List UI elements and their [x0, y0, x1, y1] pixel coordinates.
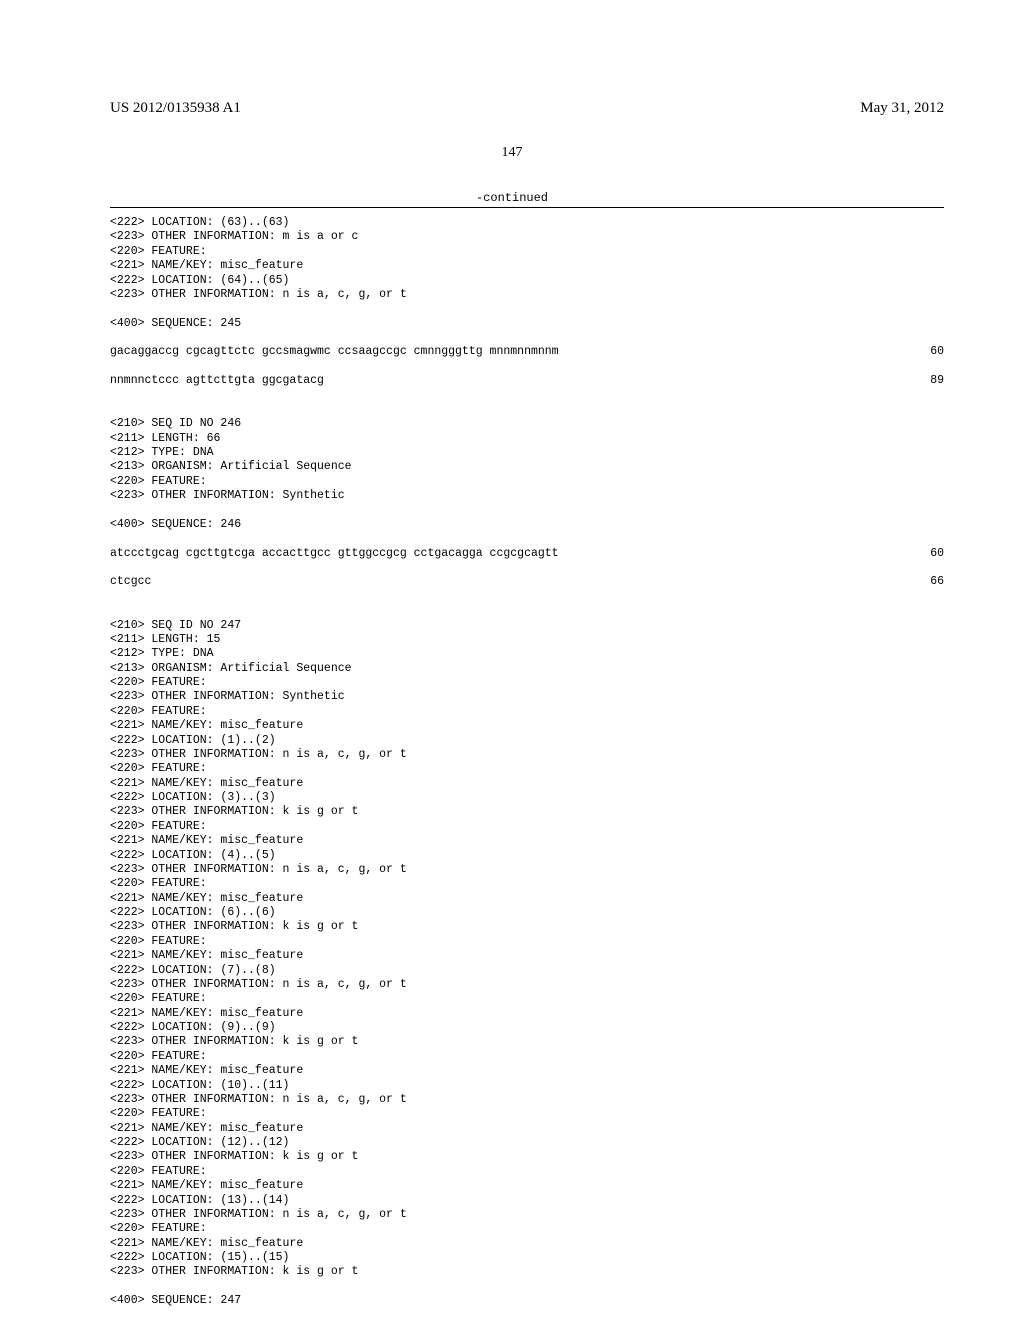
- publication-date: May 31, 2012: [860, 100, 944, 117]
- sequence-text: nnmnnctccc agttcttgta ggcgatacg: [110, 374, 324, 388]
- sequence-text: ctcgcc: [110, 575, 151, 589]
- patent-number: US 2012/0135938 A1: [110, 100, 241, 117]
- sequence-position: 66: [930, 575, 944, 589]
- page-number: 147: [0, 145, 1024, 161]
- sequence-row: atccctgcag cgcttgtcga accacttgcc gttggcc…: [110, 547, 944, 561]
- sequence-position: 60: [930, 547, 944, 561]
- sequence-row: ctcgcc 66: [110, 575, 944, 589]
- continued-label: -continued: [0, 191, 1024, 205]
- divider-line: [110, 207, 944, 208]
- page-header: US 2012/0135938 A1 May 31, 2012: [0, 0, 1024, 117]
- sequence-position: 60: [930, 345, 944, 359]
- sequence-row: gacaggaccg cgcagttctc gccsmagwmc ccsaagc…: [110, 345, 944, 359]
- sequence-row: nnmnnctccc agttcttgta ggcgatacg 89: [110, 374, 944, 388]
- sequence-text: atccctgcag cgcttgtcga accacttgcc gttggcc…: [110, 547, 559, 561]
- sequence-text: gacaggaccg cgcagttctc gccsmagwmc ccsaagc…: [110, 345, 559, 359]
- sequence-listing: <222> LOCATION: (63)..(63) <223> OTHER I…: [0, 216, 1024, 1309]
- sequence-position: 89: [930, 374, 944, 388]
